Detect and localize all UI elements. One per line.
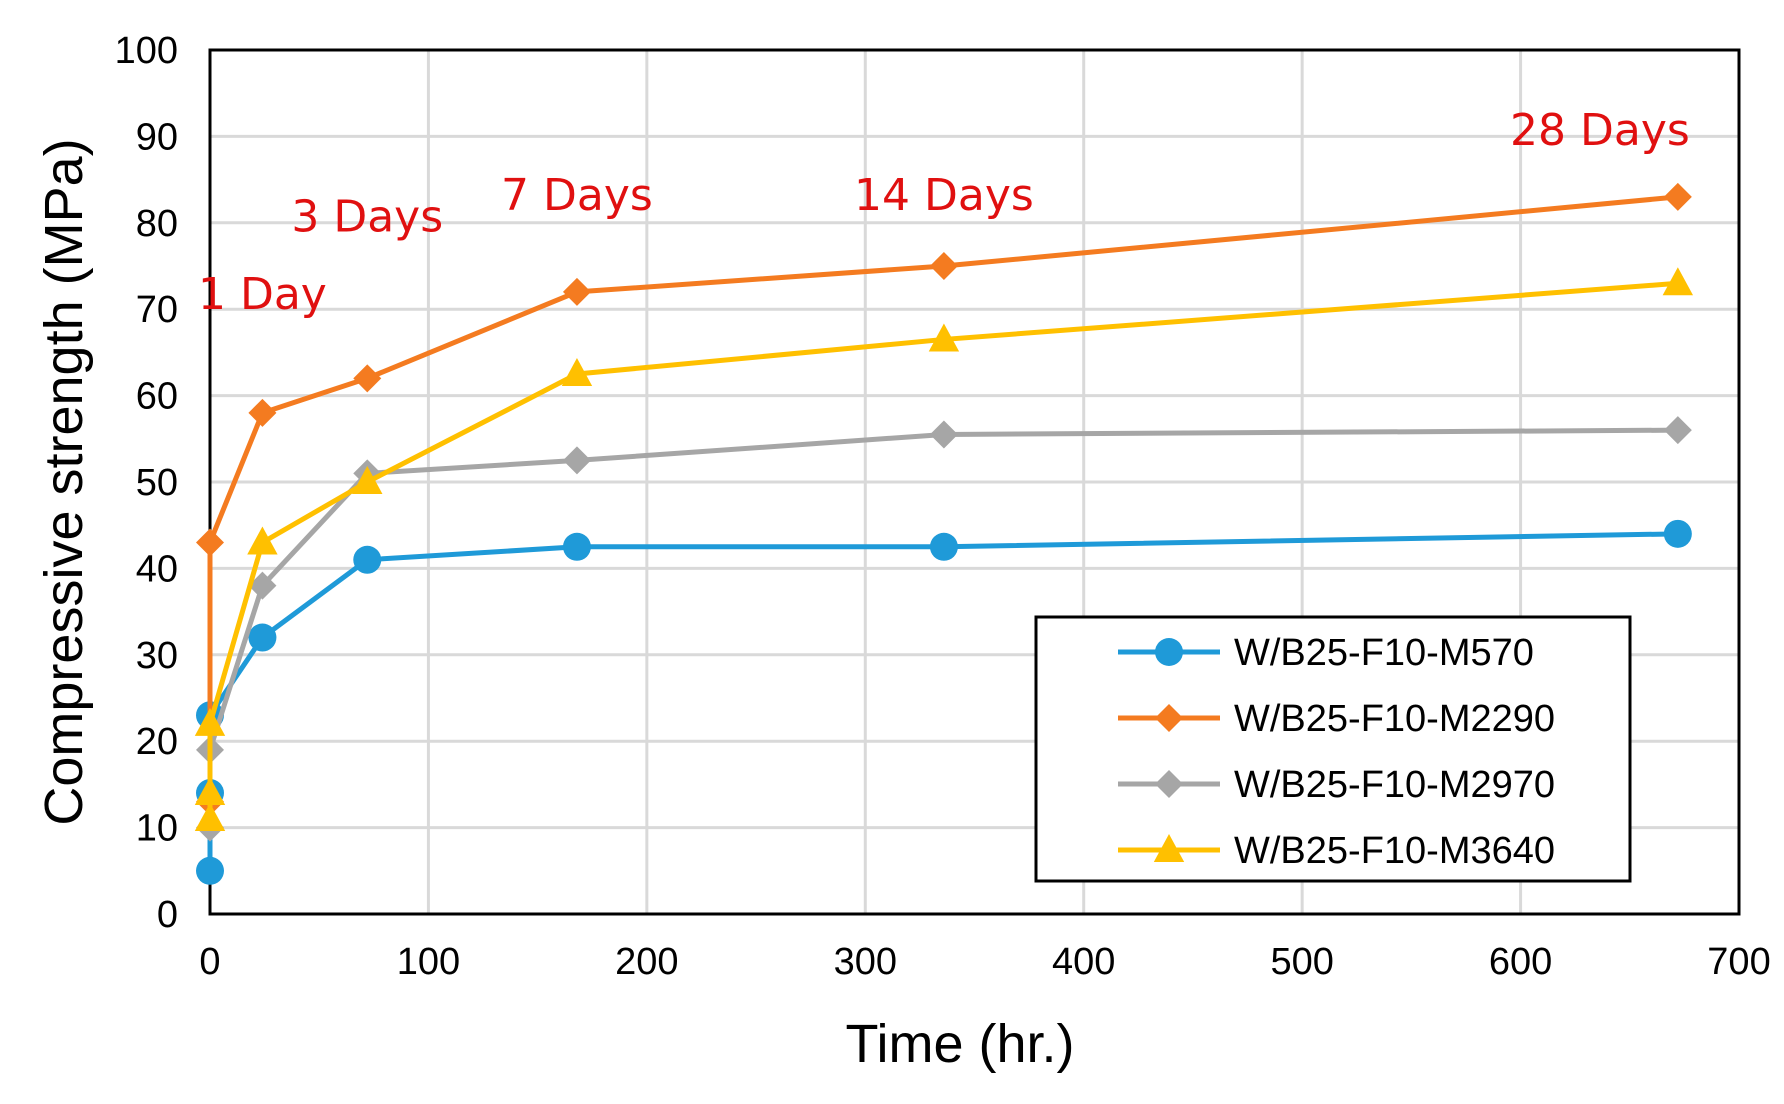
x-tick-label: 400	[1052, 941, 1115, 983]
age-annotation: 14 Days	[854, 170, 1034, 221]
y-tick-label: 0	[157, 894, 178, 936]
data-point	[928, 323, 960, 352]
y-tick-label: 90	[136, 116, 178, 158]
legend-label: W/B25-F10-M2970	[1234, 764, 1555, 806]
data-point	[929, 420, 958, 449]
data-point	[352, 466, 383, 494]
data-point	[353, 545, 382, 574]
series-w-b25-f10-m2290	[196, 182, 1692, 816]
x-tick-label: 0	[199, 941, 220, 983]
age-annotation: 7 Days	[501, 170, 653, 221]
age-annotation: 28 Days	[1510, 105, 1690, 156]
y-tick-label: 100	[115, 30, 178, 72]
axis-ticks: 0 10 20 30 40 50 60 70 80 90 100 0 100 200 300 400 500 60…	[115, 30, 1771, 983]
data-point	[248, 623, 277, 652]
series	[194, 182, 1694, 885]
age-annotation: 1 Day	[198, 269, 327, 320]
x-tick-label: 600	[1489, 941, 1552, 983]
age-annotation: 3 Days	[291, 191, 443, 242]
y-tick-label: 70	[136, 289, 178, 331]
data-point	[1663, 519, 1692, 548]
data-point	[194, 707, 226, 736]
legend-marker	[1155, 638, 1183, 666]
legend-label: W/B25-F10-M570	[1234, 632, 1534, 674]
x-axis-title: Time (hr.)	[846, 1014, 1075, 1074]
data-point	[196, 856, 224, 885]
data-point	[353, 364, 382, 393]
y-tick-label: 40	[136, 548, 178, 590]
series-w-b25-f10-m3640	[194, 267, 1694, 831]
data-point	[562, 446, 591, 475]
data-point	[1662, 267, 1694, 296]
data-point	[194, 802, 226, 831]
y-tick-label: 20	[136, 721, 178, 763]
data-point	[562, 532, 591, 561]
x-tick-label: 500	[1270, 941, 1333, 983]
legend-marker	[1155, 704, 1183, 732]
data-point	[196, 528, 224, 557]
data-point	[194, 777, 226, 806]
y-tick-label: 30	[136, 635, 178, 677]
y-tick-label: 60	[136, 376, 178, 418]
x-tick-label: 700	[1707, 941, 1770, 983]
x-tick-label: 100	[397, 941, 460, 983]
legend-label: W/B25-F10-M3640	[1234, 830, 1555, 872]
plot-area-frame	[208, 48, 1741, 916]
legend-item: W/B25-F10-M2290	[1118, 698, 1555, 740]
y-tick-label: 10	[136, 808, 178, 850]
data-point	[1663, 416, 1692, 445]
y-tick-label: 50	[136, 462, 178, 504]
y-axis-title: Compressive strength (MPa)	[34, 138, 94, 825]
x-tick-label: 300	[834, 941, 897, 983]
data-point	[561, 358, 593, 386]
legend-marker	[1153, 834, 1185, 862]
legend-item: W/B25-F10-M3640	[1118, 830, 1555, 872]
legend: W/B25-F10-M570 W/B25-F10-M2290 W/B25-F10-M…	[1034, 615, 1632, 883]
data-point	[929, 252, 958, 280]
x-tick-label: 200	[615, 941, 678, 983]
annotations: 1 Day 3 Days 7 Days 14 Days 28 Days	[198, 105, 1690, 320]
data-point	[562, 277, 591, 306]
y-tick-label: 80	[136, 203, 178, 245]
legend-label: W/B25-F10-M2290	[1234, 698, 1555, 740]
legend-marker	[1155, 770, 1183, 798]
legend-box	[1034, 615, 1632, 883]
data-point	[1663, 182, 1692, 211]
data-point	[929, 532, 958, 561]
data-point	[248, 571, 277, 600]
legend-item: W/B25-F10-M2970	[1118, 764, 1555, 806]
data-point	[248, 398, 277, 427]
legend-item: W/B25-F10-M570	[1118, 632, 1534, 674]
data-point	[247, 526, 278, 555]
